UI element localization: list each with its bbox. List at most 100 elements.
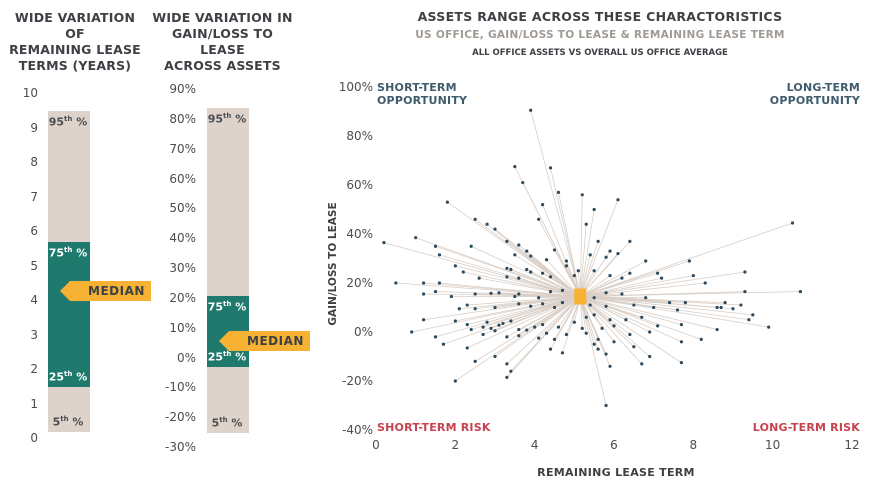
data-point (517, 276, 521, 280)
connector-line (579, 224, 587, 297)
data-point (489, 291, 493, 295)
data-point (552, 337, 557, 341)
data-point (481, 325, 485, 329)
data-point (541, 323, 545, 327)
data-point (592, 313, 596, 317)
data-point (533, 325, 537, 329)
data-point (529, 108, 533, 112)
connector-line (423, 296, 581, 321)
connector-line (579, 253, 619, 297)
connector-line (455, 296, 581, 382)
panel2-p25-label: 25th % (207, 350, 247, 365)
data-point (457, 307, 461, 311)
data-point (604, 255, 608, 259)
data-point (449, 294, 453, 299)
connector-line (506, 296, 581, 365)
connector-line (510, 269, 581, 297)
data-point (469, 244, 473, 248)
panel1-p5-label: 5th % (52, 415, 84, 429)
data-point (644, 259, 648, 263)
data-point (564, 264, 569, 268)
data-point (461, 270, 465, 274)
data-point (612, 324, 616, 328)
panel2-range-bar (207, 107, 249, 434)
data-point (620, 276, 624, 280)
connector-line (580, 277, 662, 297)
data-point (465, 303, 469, 307)
data-point (548, 166, 553, 170)
quadrant-label-line: OPPORTUNITY (769, 94, 860, 107)
data-point (544, 331, 549, 335)
connector-line (522, 182, 581, 297)
data-point (505, 362, 509, 366)
connector-line (494, 296, 581, 332)
axis-tick-label: 3 (30, 327, 38, 342)
y-axis-label: GAIN/LOSS TO LEASE (327, 202, 339, 326)
data-point (656, 324, 660, 328)
data-point (505, 239, 509, 243)
data-point (485, 222, 489, 226)
y-tick-label: -20% (342, 374, 373, 388)
data-point (743, 270, 747, 274)
axis-tick-label: 90% (169, 82, 196, 96)
panel2-p5-label: 5th % (211, 416, 243, 430)
connector-line (562, 296, 581, 353)
connector-line (580, 291, 745, 297)
data-point (505, 375, 509, 379)
connector-line (580, 296, 650, 333)
data-point (584, 315, 588, 319)
data-point (441, 342, 446, 346)
data-point (433, 335, 438, 339)
data-point (541, 271, 545, 275)
data-point (509, 319, 513, 323)
data-point (537, 296, 541, 300)
data-point (473, 359, 477, 363)
data-point (517, 292, 521, 296)
data-point (453, 319, 457, 323)
axis-tick-label: 4 (30, 293, 38, 307)
data-point (548, 275, 553, 279)
panel2-title-line: WIDE VARIATION IN (152, 10, 293, 25)
connector-line (463, 271, 581, 297)
data-point (596, 239, 600, 243)
connector-line (471, 245, 581, 297)
data-point (382, 240, 386, 245)
scatter-subtitle: US OFFICE, GAIN/LOSS TO LEASE & REMAININ… (415, 29, 785, 41)
data-point (513, 294, 517, 299)
connector-line (435, 296, 581, 338)
axis-tick-label: -10% (164, 380, 196, 395)
connector-line (580, 296, 682, 326)
data-point (552, 305, 557, 310)
panel2-p95-label: 95th % (207, 111, 247, 126)
axis-tick-label: 9 (30, 120, 38, 135)
data-point (656, 271, 660, 275)
axis-tick-label: 6 (30, 224, 38, 238)
data-point (505, 266, 509, 270)
data-point (525, 328, 529, 332)
data-point (790, 221, 795, 225)
data-point (767, 325, 771, 329)
data-point (509, 369, 513, 373)
data-point (620, 292, 624, 296)
panel2-median-marker: MEDIAN (219, 330, 310, 351)
panel1-title-line: TERMS (YEARS) (18, 58, 132, 73)
data-point (679, 340, 684, 344)
panel2-title-line: GAIN/LOSS TO LEASE (171, 26, 274, 57)
panel1-p95-label: 95th % (48, 115, 88, 129)
data-point (699, 337, 703, 341)
data-point (445, 200, 449, 204)
data-point (513, 165, 517, 169)
quadrant-label-line: OPPORTUNITY (377, 94, 468, 107)
data-point (596, 337, 600, 341)
data-point (473, 292, 477, 296)
connector-line (579, 209, 595, 297)
data-point (644, 296, 648, 300)
x-tick-label: 8 (690, 438, 698, 452)
data-point (743, 289, 747, 294)
scatter-title: ASSETS RANGE ACROSS THESE CHARACTORISTIC… (417, 9, 783, 24)
quadrant-label-short-term-risk: SHORT-TERM RISK (377, 421, 491, 434)
data-point (608, 274, 612, 278)
quadrant-label-long-term-risk: LONG-TERM RISK (752, 421, 860, 434)
x-tick-label: 6 (610, 438, 618, 452)
connector-line (580, 296, 741, 306)
